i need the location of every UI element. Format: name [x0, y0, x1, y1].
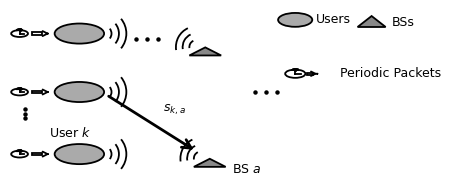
Circle shape [277, 13, 312, 27]
Text: Periodic Packets: Periodic Packets [339, 67, 440, 80]
Circle shape [294, 73, 295, 74]
Polygon shape [194, 159, 225, 167]
Bar [32, 153, 42, 155]
Text: User $k$: User $k$ [49, 126, 91, 140]
Text: $s_{k,a}$: $s_{k,a}$ [162, 102, 185, 116]
Text: Users: Users [316, 13, 350, 26]
Bar [32, 91, 42, 93]
Circle shape [55, 82, 104, 102]
Bar [32, 32, 42, 35]
Polygon shape [357, 16, 385, 27]
Text: BSs: BSs [391, 16, 414, 29]
Circle shape [55, 24, 104, 44]
Circle shape [55, 144, 104, 164]
Polygon shape [189, 47, 221, 55]
Text: BS $a$: BS $a$ [232, 163, 261, 176]
Bar [306, 73, 313, 75]
Circle shape [19, 33, 20, 34]
